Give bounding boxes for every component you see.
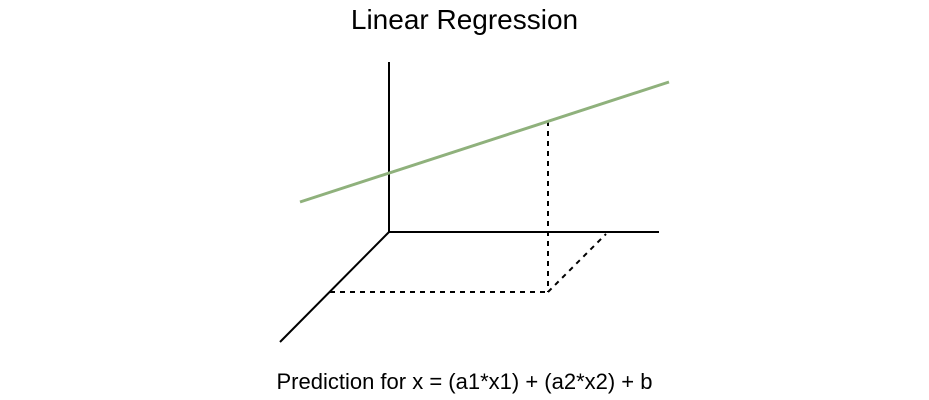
formula-caption: Prediction for x = (a1*x1) + (a2*x2) + b — [276, 369, 653, 394]
projection-horizontal — [547, 233, 607, 293]
regression-line — [299, 80, 670, 204]
diagram-title: Linear Regression — [350, 4, 579, 35]
depth-axis — [279, 231, 390, 343]
